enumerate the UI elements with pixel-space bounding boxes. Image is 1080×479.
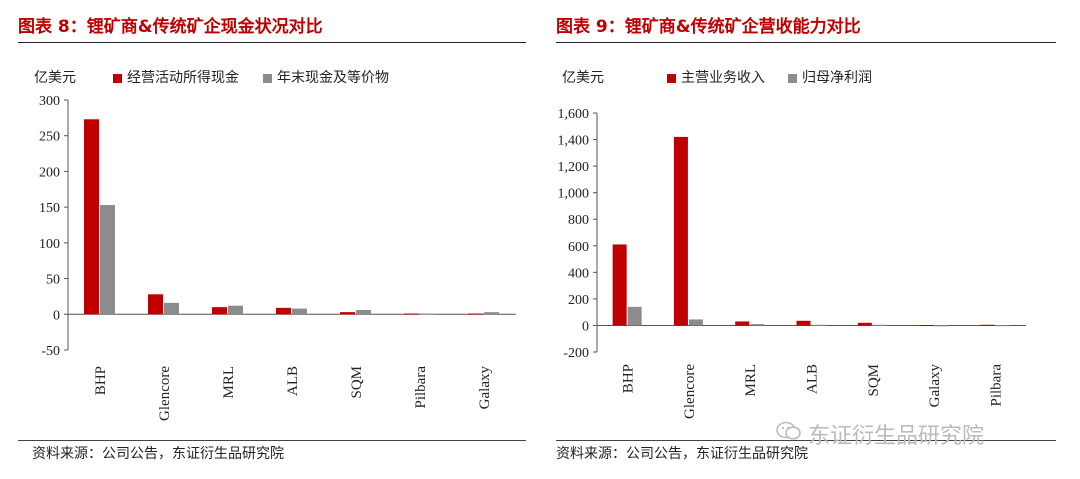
x-tick-label-5: Galaxy [927,364,943,408]
right-bar-chart: 亿美元 主营业务收入 归母净利润 -200 0 200 400 600 800 1,000 1,20… [558,69,1026,419]
bar-pilbara-1 [995,325,1010,327]
y-tick-label-8: 1,400 [558,134,590,149]
x-tick-label-1: Glencore [682,364,698,419]
x-tick-label-2: MRL [743,364,759,397]
y-tick-label-7: 1,200 [558,160,590,175]
bar-glencore-0 [148,294,163,315]
bar-mrl-1 [750,324,765,326]
right-chart-panel: 图表 9：锂矿商&传统矿企营收能力对比 亿美元 主营业务收入 归母净利润 -200 0 2… [540,0,1080,479]
x-tick-label-6: Galaxy [477,366,493,410]
bar-galaxy-1 [934,325,949,327]
x-tick-label-1: Glencore [157,366,173,421]
bar-sqm-1 [872,324,887,326]
legend-label-1: 年末现金及等价物 [277,69,389,86]
bar-bhp-1 [627,306,642,326]
y-tick-label-9: 1,600 [558,107,590,122]
bar-galaxy-1 [484,312,499,315]
y-tick-label-4: 150 [39,201,60,216]
bar-sqm-1 [356,310,371,315]
legend-swatch-1 [263,74,272,83]
y-tick-label-2: 50 [46,273,60,288]
bar-pilbara-0 [404,313,419,315]
bar-alb-0 [276,307,291,315]
bar-glencore-1 [688,319,703,326]
x-tick-label-6: Pilbara [988,364,1004,407]
y-tick-label-6: 1,000 [558,187,590,202]
x-tick-label-3: ALB [285,366,301,396]
bar-mrl-0 [212,307,227,315]
y-tick-label-3: 400 [568,266,589,281]
y-tick-label-6: 250 [39,130,60,145]
right-source-rule [556,440,1056,441]
x-tick-label-2: MRL [221,366,237,399]
y-tick-label-0: -50 [41,344,60,359]
bar-mrl-1 [228,305,243,315]
x-tick-label-0: BHP [93,366,109,395]
y-tick-label-4: 600 [568,240,589,255]
watermark-text: 东证衍生品研究院 [808,424,985,449]
left-chart-panel: 图表 8：锂矿商&传统矿企现金状况对比 亿美元 经营活动所得现金 年末现金及等价物 -… [18,17,526,462]
left-source-note: 资料来源：公司公告，东证衍生品研究院 [32,446,284,462]
x-tick-label-5: Pilbara [413,366,429,409]
bar-alb-1 [811,324,826,326]
bar-bhp-0 [84,119,99,315]
bar-alb-1 [292,308,307,315]
right-source-note: 资料来源：公司公告，东证衍生品研究院 [556,446,808,462]
wechat-icon [776,421,801,440]
bar-glencore-1 [164,302,179,315]
legend-swatch-1 [788,74,797,83]
left-source-rule [18,440,526,441]
left-bar-chart: 亿美元 经营活动所得现金 年末现金及等价物 -50 0 50 100 150 200 250 300… [34,69,516,421]
y-tick-label-3: 100 [39,237,60,252]
bar-mrl-0 [735,321,750,326]
bar-bhp-0 [612,244,627,326]
y-tick-label-5: 200 [39,165,60,180]
y-unit-label: 亿美元 [562,70,604,86]
bar-glencore-0 [673,136,688,326]
bar-pilbara-1 [420,313,435,315]
left-title-rule [18,42,526,43]
legend-label-0: 主营业务收入 [681,70,765,86]
legend-label-0: 经营活动所得现金 [127,69,239,86]
legend-swatch-0 [667,74,676,83]
right-title-rule [556,42,1056,43]
bar-galaxy-0 [919,325,934,327]
x-tick-label-0: BHP [621,364,637,393]
x-tick-label-4: SQM [349,366,365,399]
left-chart-title: 图表 8：锂矿商&传统矿企现金状况对比 [18,17,323,37]
y-tick-label-2: 200 [568,293,589,308]
x-tick-label-3: ALB [805,364,821,394]
legend-label-1: 归母净利润 [802,69,872,86]
x-tick-label-4: SQM [866,364,882,397]
bar-alb-0 [796,320,811,326]
y-tick-label-7: 300 [39,94,60,109]
bar-sqm-0 [340,312,355,315]
right-chart-title: 图表 9：锂矿商&传统矿企营收能力对比 [556,17,861,37]
y-tick-label-0: -200 [563,346,589,361]
bar-bhp-1 [100,205,115,315]
y-tick-label-1: 0 [582,319,589,334]
legend-swatch-0 [113,74,122,83]
bar-sqm-0 [857,322,872,326]
y-unit-label: 亿美元 [34,70,76,86]
bar-galaxy-0 [468,313,483,315]
y-tick-label-5: 800 [568,213,589,228]
y-tick-label-1: 0 [53,308,60,323]
bar-pilbara-0 [980,324,995,326]
